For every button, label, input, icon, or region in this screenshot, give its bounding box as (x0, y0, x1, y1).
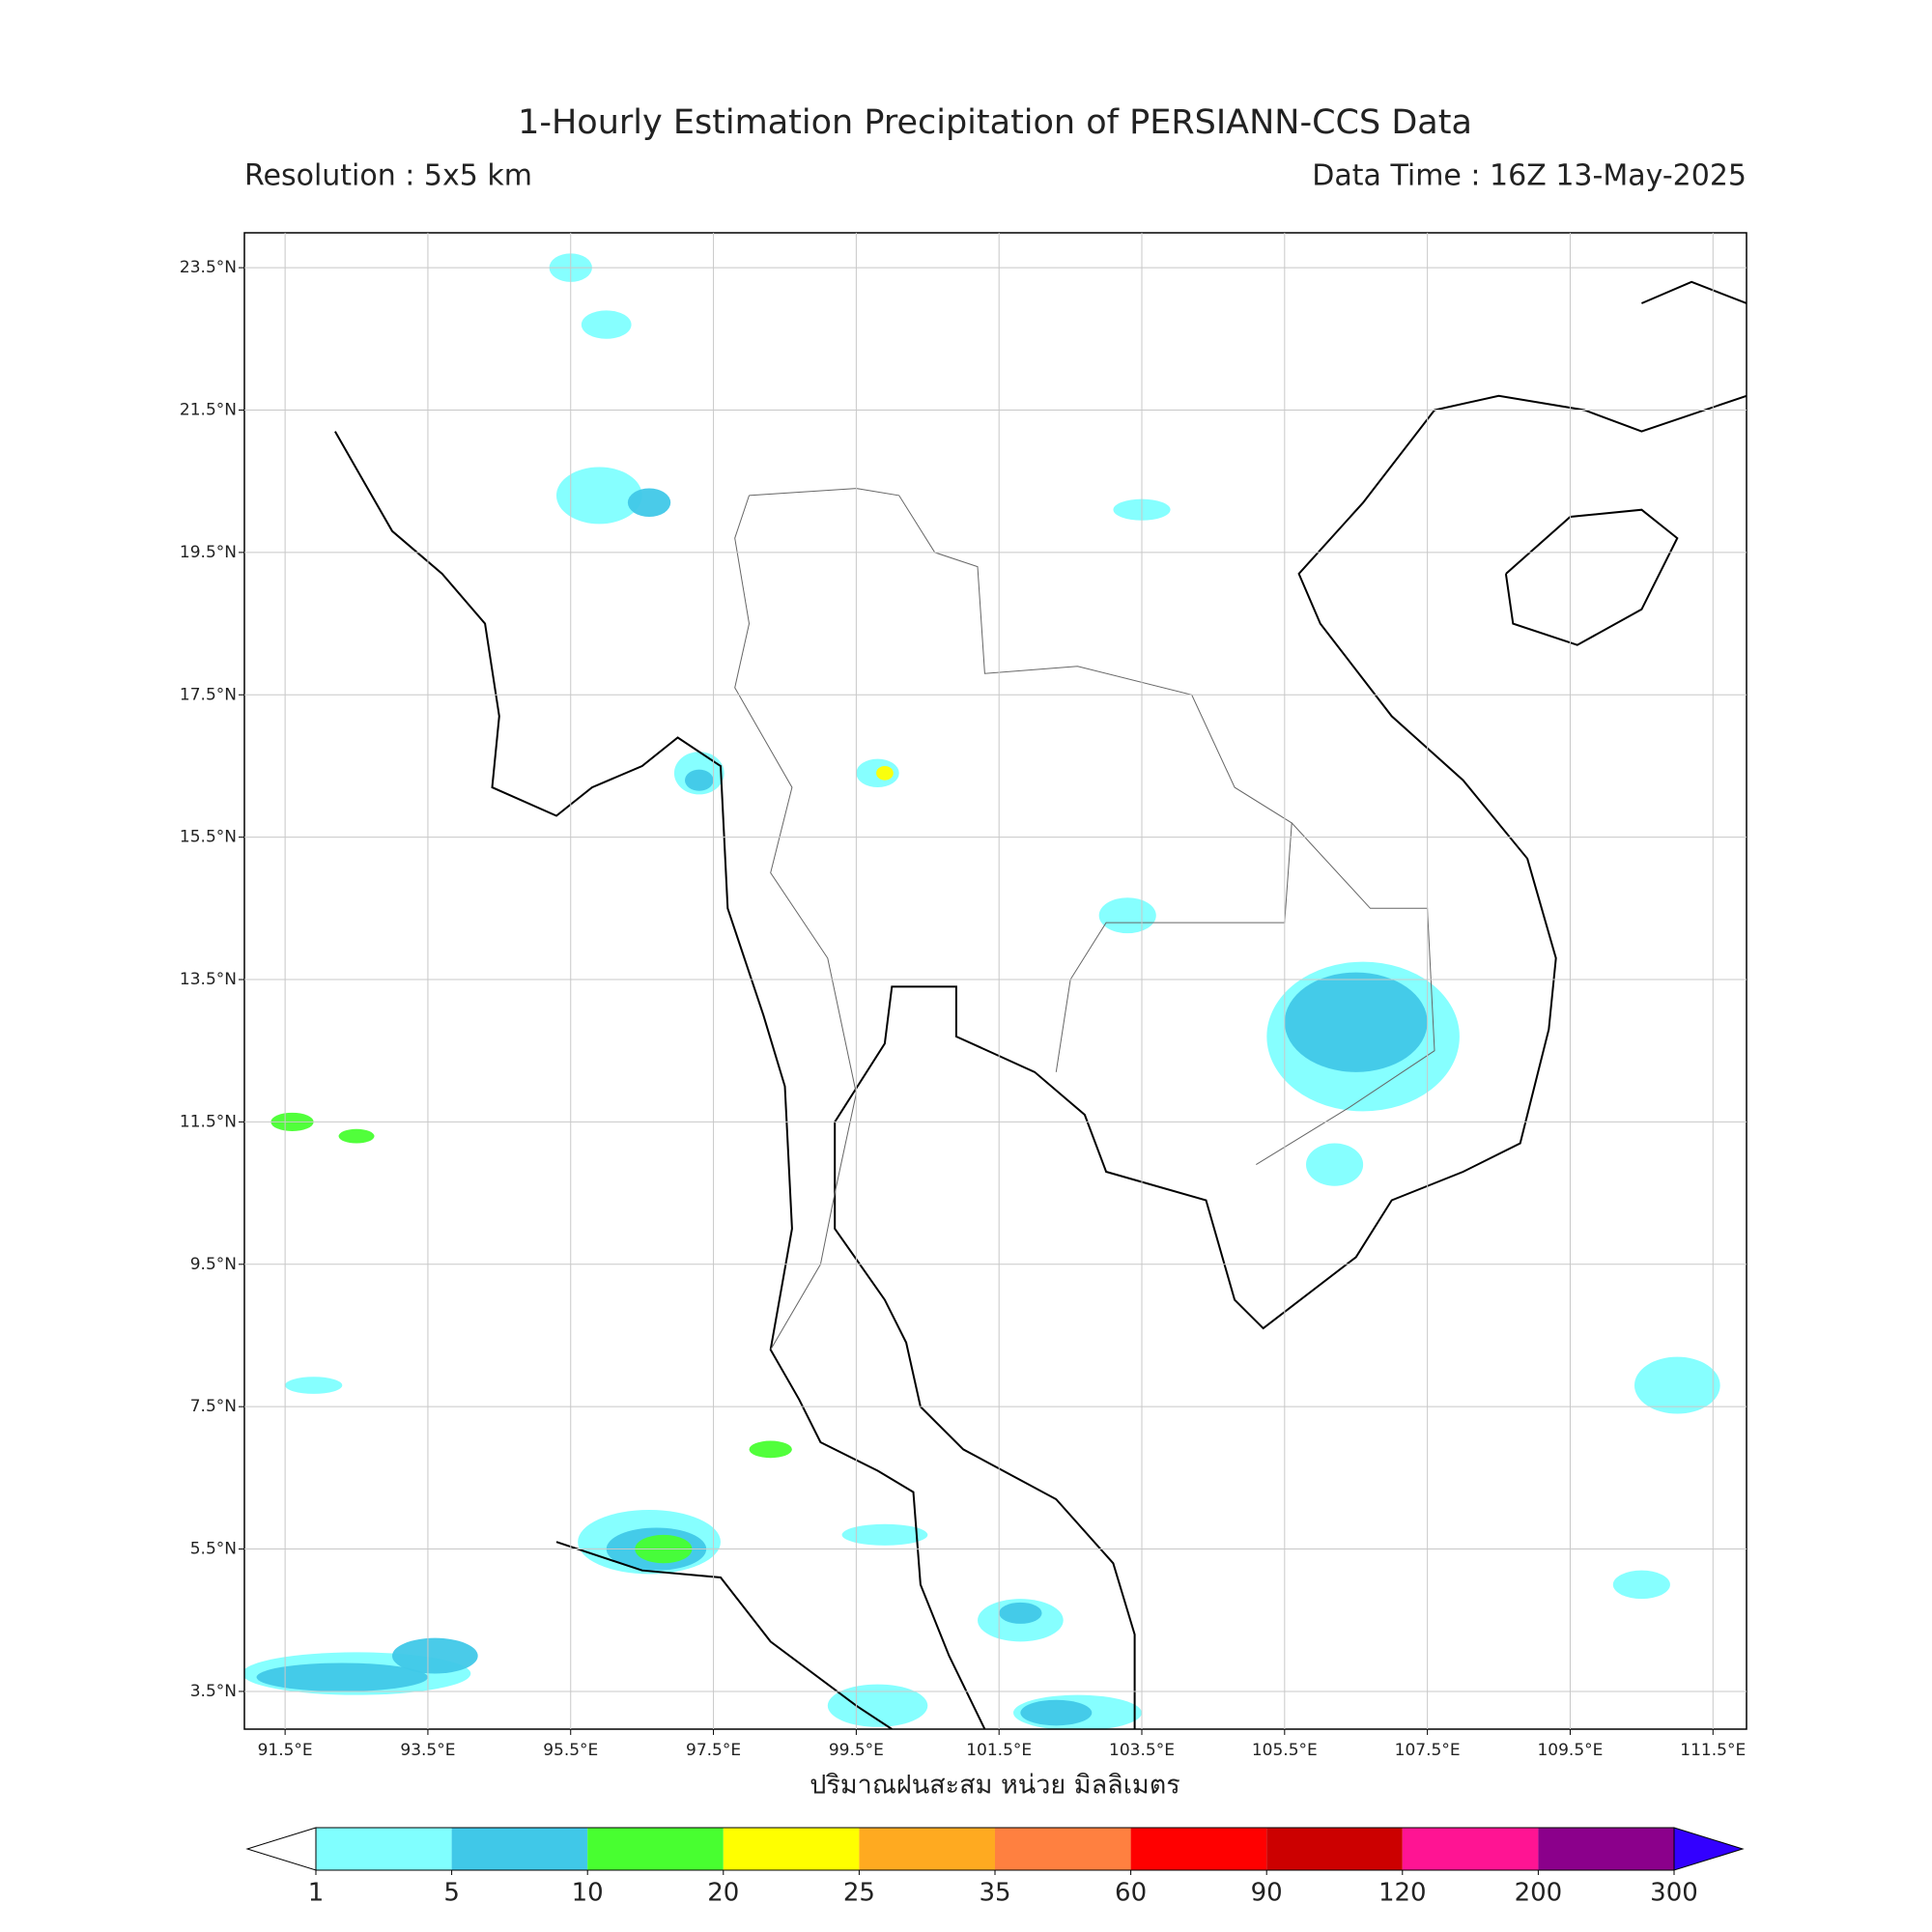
y-tick-label: 19.5°N (180, 543, 237, 562)
colorbar-segment (723, 1828, 860, 1870)
x-tick-label: 105.5°E (1252, 1741, 1318, 1760)
coastline (1504, 508, 1679, 646)
colorbar-under (245, 1827, 317, 1871)
colorbar-segment (995, 1828, 1131, 1870)
y-tick-label: 17.5°N (180, 685, 237, 704)
colorbar-label: 90 (1251, 1879, 1283, 1908)
data-time: Data Time : 16Z 13-May-2025 (1312, 159, 1747, 193)
colorbar-segment (1402, 1828, 1539, 1870)
rain-patch (749, 1440, 792, 1459)
colorbar-segment (587, 1828, 724, 1870)
colorbar-label: 60 (1115, 1879, 1147, 1908)
rain-patch (827, 1684, 928, 1727)
colorbar-label: 5 (443, 1879, 460, 1908)
rain-patch (876, 765, 894, 781)
rain-patch (555, 467, 642, 525)
colorbar-segment (1130, 1828, 1267, 1870)
x-tick-label: 109.5°E (1537, 1741, 1603, 1760)
x-tick-label: 91.5°E (258, 1741, 313, 1760)
rain-patch (685, 769, 714, 791)
y-tick-label: 7.5°N (190, 1397, 237, 1416)
resolution: Resolution : 5x5 km (244, 159, 532, 193)
colorbar-label: 120 (1378, 1879, 1427, 1908)
colorbar-label: 25 (843, 1879, 875, 1908)
rain-patch (338, 1128, 375, 1144)
colorbar-label: 20 (707, 1879, 739, 1908)
rain-patch (1612, 1570, 1670, 1600)
map-frame (243, 232, 1747, 1730)
y-tick-label: 15.5°N (180, 828, 237, 847)
x-tick-label: 95.5°E (543, 1741, 598, 1760)
rain-patch (627, 488, 671, 518)
border (749, 488, 1293, 1072)
colorbar-segment (1266, 1828, 1403, 1870)
x-tick-label: 97.5°E (686, 1741, 741, 1760)
colorbar-label: 300 (1650, 1879, 1698, 1908)
rain-patch (1098, 897, 1156, 934)
x-tick-label: 93.5°E (400, 1741, 455, 1760)
x-tick-label: 103.5°E (1109, 1741, 1175, 1760)
rain-patch (1305, 1143, 1364, 1186)
y-tick-label: 21.5°N (180, 400, 237, 419)
y-tick-label: 3.5°N (190, 1682, 237, 1701)
x-tick-label: 99.5°E (829, 1741, 884, 1760)
colorbar-segment (316, 1828, 452, 1870)
rain-patch (999, 1602, 1042, 1624)
y-tick-label: 13.5°N (180, 970, 237, 989)
colorbar-label: 35 (979, 1879, 1010, 1908)
colorbar-label: 10 (572, 1879, 604, 1908)
y-tick-label: 11.5°N (180, 1112, 237, 1131)
colorbar-over (1673, 1827, 1745, 1871)
x-axis-label: ปริมาณฝนสะสม หน่วย มิลลิเมตร (810, 1771, 1180, 1801)
coastline (1641, 280, 1747, 304)
rain-patch (391, 1637, 478, 1674)
title: 1-Hourly Estimation Precipitation of PER… (518, 103, 1472, 142)
rain-patch (1284, 972, 1428, 1072)
colorbar-segment (451, 1828, 588, 1870)
rain-patch (256, 1662, 428, 1691)
coastline (834, 394, 1747, 1729)
rain-patch (1634, 1356, 1720, 1414)
rain-patch (581, 310, 632, 339)
border (734, 495, 857, 1350)
x-tick-label: 107.5°E (1395, 1741, 1461, 1760)
colorbar-segment (859, 1828, 995, 1870)
colorbar-label: 1 (308, 1879, 325, 1908)
coastline (555, 1541, 893, 1729)
colorbar-segment (1538, 1828, 1674, 1870)
colorbar-label: 200 (1515, 1879, 1563, 1908)
y-tick-label: 9.5°N (190, 1255, 237, 1274)
y-tick-label: 5.5°N (190, 1540, 237, 1559)
rain-patch (1020, 1699, 1093, 1726)
map-area (244, 253, 1747, 1729)
rain-patch (841, 1523, 928, 1546)
x-tick-label: 101.5°E (966, 1741, 1032, 1760)
x-tick-label: 111.5°E (1680, 1741, 1746, 1760)
rain-patch (285, 1377, 343, 1394)
y-tick-label: 23.5°N (180, 258, 237, 277)
